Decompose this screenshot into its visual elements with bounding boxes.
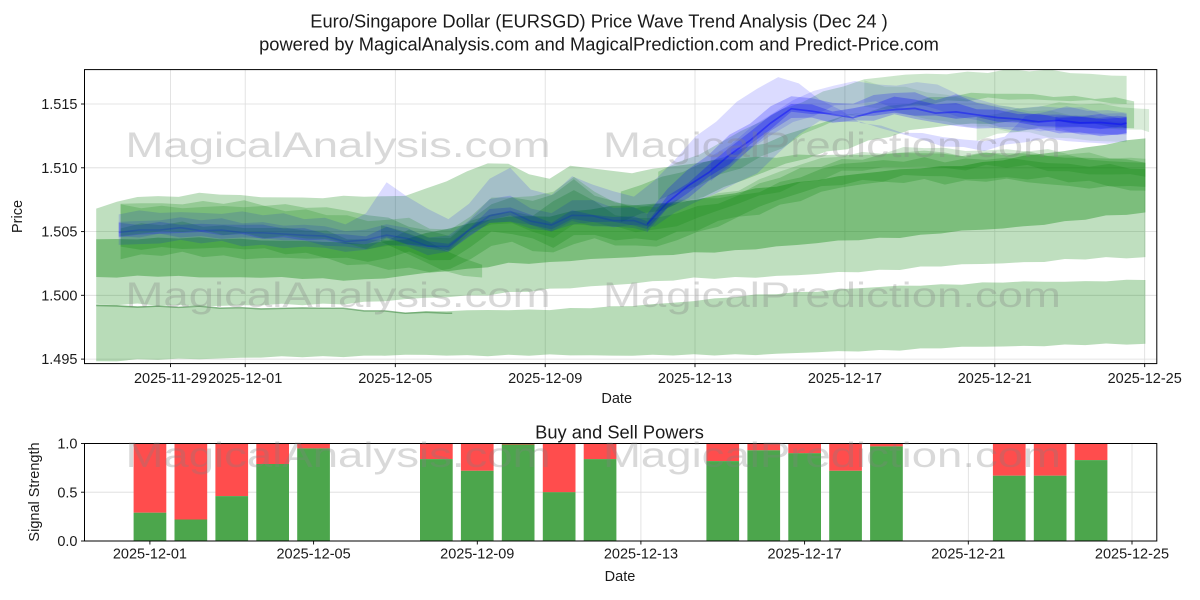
svg-text:powered by MagicalAnalysis.com: powered by MagicalAnalysis.com and Magic…	[259, 34, 939, 55]
svg-text:2025-12-13: 2025-12-13	[604, 547, 678, 563]
svg-text:1.0: 1.0	[57, 437, 77, 453]
svg-text:MagicalPrediction.com: MagicalPrediction.com	[603, 435, 1061, 475]
svg-text:MagicalPrediction.com: MagicalPrediction.com	[603, 125, 1061, 165]
svg-text:0.5: 0.5	[57, 485, 77, 501]
svg-text:Signal Strength: Signal Strength	[27, 442, 43, 541]
svg-text:2025-12-25: 2025-12-25	[1108, 371, 1182, 387]
svg-text:2025-12-05: 2025-12-05	[358, 371, 432, 387]
svg-text:Euro/Singapore Dollar (EURSGD): Euro/Singapore Dollar (EURSGD) Price Wav…	[310, 11, 887, 32]
svg-text:2025-12-01: 2025-12-01	[113, 547, 187, 563]
svg-text:2025-11-29: 2025-11-29	[134, 371, 207, 387]
svg-text:MagicalAnalysis.com: MagicalAnalysis.com	[126, 125, 551, 165]
svg-text:2025-12-01: 2025-12-01	[208, 371, 282, 387]
svg-text:MagicalPrediction.com: MagicalPrediction.com	[603, 275, 1061, 315]
svg-text:2025-12-21: 2025-12-21	[958, 371, 1032, 387]
svg-text:MagicalAnalysis.com: MagicalAnalysis.com	[126, 435, 551, 475]
svg-text:Date: Date	[605, 569, 636, 585]
svg-text:2025-12-21: 2025-12-21	[931, 547, 1005, 563]
svg-text:Buy and Sell Powers: Buy and Sell Powers	[535, 422, 704, 443]
svg-text:2025-12-17: 2025-12-17	[768, 547, 842, 563]
svg-text:1.500: 1.500	[41, 288, 77, 304]
svg-text:Date: Date	[601, 391, 632, 407]
svg-text:2025-12-09: 2025-12-09	[440, 547, 514, 563]
svg-text:1.515: 1.515	[41, 97, 77, 113]
svg-text:2025-12-05: 2025-12-05	[276, 547, 350, 563]
svg-text:0.0: 0.0	[57, 534, 77, 550]
svg-text:1.510: 1.510	[41, 161, 77, 177]
svg-text:2025-12-17: 2025-12-17	[808, 371, 882, 387]
svg-text:2025-12-09: 2025-12-09	[508, 371, 582, 387]
svg-text:MagicalAnalysis.com: MagicalAnalysis.com	[126, 275, 551, 315]
svg-text:2025-12-25: 2025-12-25	[1095, 547, 1169, 563]
svg-text:1.495: 1.495	[41, 352, 77, 368]
svg-text:2025-12-13: 2025-12-13	[658, 371, 732, 387]
svg-text:Price: Price	[10, 200, 26, 233]
svg-text:1.505: 1.505	[41, 225, 77, 241]
